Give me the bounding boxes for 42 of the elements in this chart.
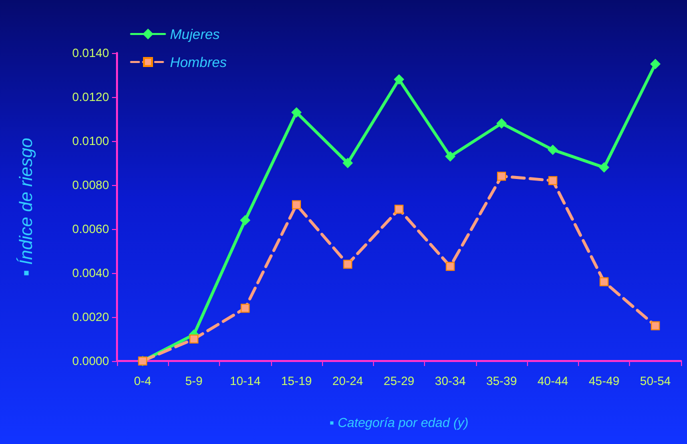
point <box>548 144 558 155</box>
y-tick-label: 0.0140 <box>72 46 110 60</box>
x-tick-label: 25-29 <box>384 374 415 388</box>
y-axis-title: ▪ Índice de riesgo <box>16 138 36 276</box>
point <box>548 176 558 186</box>
legend-label: Hombres <box>170 54 227 70</box>
y-tick-label: 0.0100 <box>72 134 110 148</box>
x-tick-label: 5-9 <box>185 374 203 388</box>
point <box>446 262 455 271</box>
point <box>240 215 250 226</box>
point <box>189 334 198 344</box>
x-tick-label: 15-19 <box>281 374 312 388</box>
y-tick-label: 0.0120 <box>72 90 110 104</box>
x-axis-title: ▪ Categoría por edad (y) <box>329 415 469 430</box>
x-tick-label: 0-4 <box>134 374 152 388</box>
x-tick-label: 30-34 <box>434 374 466 388</box>
x-tick-label: 40-44 <box>537 374 568 388</box>
point <box>394 74 404 84</box>
y-tick-label: 0.0040 <box>72 266 110 280</box>
y-tick-label: 0.0080 <box>72 178 110 192</box>
point <box>343 260 352 269</box>
x-tick-label: 35-39 <box>486 374 518 388</box>
y-tick-label: 0.0000 <box>72 354 110 368</box>
point <box>599 162 610 172</box>
point <box>600 277 609 286</box>
point <box>496 118 507 128</box>
x-tick-label: 50-54 <box>640 374 672 388</box>
point <box>342 158 353 168</box>
point <box>394 204 404 214</box>
x-tick-label: 20-24 <box>332 374 364 388</box>
x-tick-label: 10-14 <box>230 374 261 388</box>
legend-label: Mujeres <box>170 26 220 42</box>
point <box>291 107 302 118</box>
point <box>650 59 660 69</box>
point <box>240 304 250 313</box>
point <box>497 172 506 181</box>
x-tick-label: 45-49 <box>588 374 620 388</box>
point <box>292 200 301 210</box>
point <box>650 321 660 330</box>
point <box>445 151 456 162</box>
y-tick-label: 0.0060 <box>72 222 110 236</box>
y-tick-label: 0.0020 <box>72 310 110 324</box>
